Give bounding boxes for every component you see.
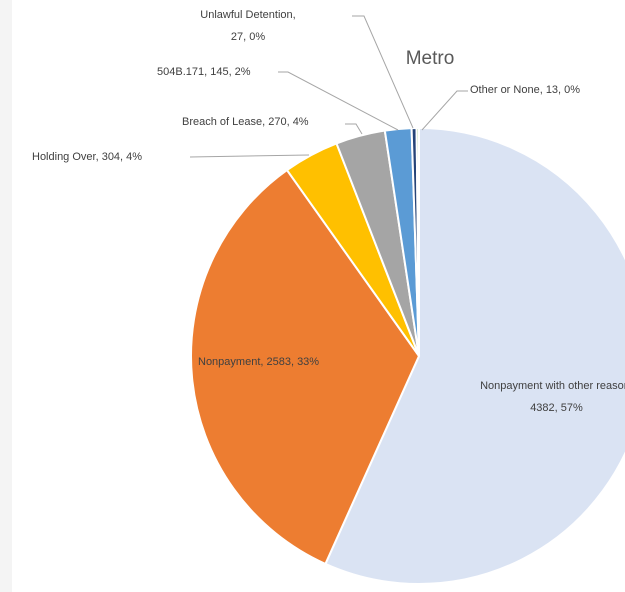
data-label: Breach of Lease, 270, 4% bbox=[182, 116, 309, 128]
leader-line bbox=[421, 90, 468, 131]
data-label: Unlawful Detention, 27, 0% bbox=[200, 9, 296, 43]
leader-line bbox=[352, 15, 414, 129]
leader-line bbox=[278, 71, 399, 131]
leader-line bbox=[345, 123, 363, 135]
chart bbox=[189, 15, 625, 585]
pie-slice bbox=[190, 168, 421, 566]
data-label: Nonpayment with other reason, 4382, 57% bbox=[480, 380, 625, 414]
data-label: Other or None, 13, 0% bbox=[470, 84, 581, 96]
pie-slice bbox=[324, 126, 625, 585]
leader-line bbox=[189, 154, 310, 158]
chart-title: Metro bbox=[405, 48, 455, 69]
data-label: Holding Over, 304, 4% bbox=[32, 151, 143, 163]
data-label: Nonpayment, 2583, 33% bbox=[198, 356, 320, 368]
pie-slice bbox=[415, 126, 420, 357]
data-label: 504B.171, 145, 2% bbox=[157, 66, 251, 78]
